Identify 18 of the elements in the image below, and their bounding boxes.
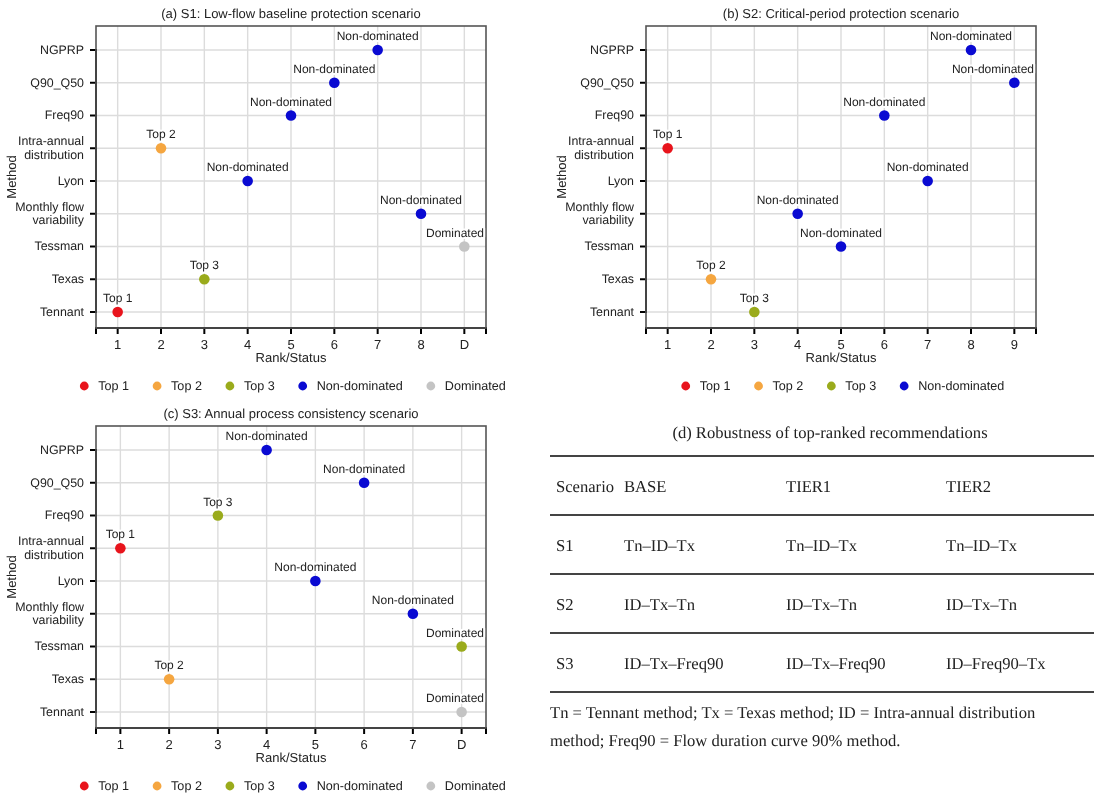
text: ID–Tx–Tn [946, 595, 1017, 614]
text: ID–Tx–Freq90 [624, 654, 724, 673]
text: (d) Robustness of top-ranked recommendations [672, 424, 988, 442]
text: Tn–ID–Tx [624, 536, 695, 555]
category-label: S1 [556, 536, 574, 555]
text: ID–Tx–Freq90 [786, 654, 886, 673]
text: ID–Tx–Tn [624, 595, 695, 614]
category-label: TIER1 [786, 477, 832, 496]
category-label: S3 [556, 654, 574, 673]
category-label: BASE [624, 477, 667, 496]
text: Tn–ID–Tx [786, 536, 857, 555]
text: Tn–ID–Tx [946, 536, 1017, 555]
category-label: S2 [556, 595, 574, 614]
text: ID–Tx–Tn [786, 595, 857, 614]
category-label: TIER2 [946, 477, 992, 496]
text: ID–Freq90–Tx [946, 654, 1046, 673]
category-label: Scenario [556, 477, 615, 496]
text: Tn = Tennant method; Tx = Texas method; ID = Intra-annual distribution method; Freq90 = Flow duration curve 90% method. [550, 704, 1037, 750]
